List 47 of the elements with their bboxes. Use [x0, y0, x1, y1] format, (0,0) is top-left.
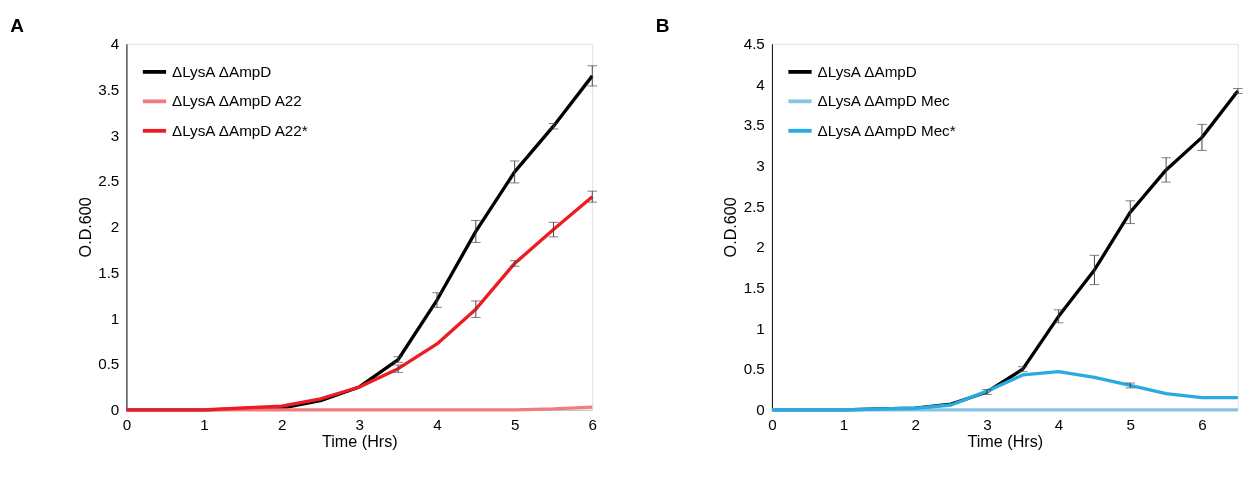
- x-axis-title: Time (Hrs): [967, 432, 1044, 451]
- chart-title: A: [10, 15, 25, 37]
- legend-label: ΔLysA ΔAmpD: [172, 62, 272, 80]
- y-axis-title: O.D.600: [75, 197, 94, 258]
- y-tick-label: 4: [110, 35, 120, 53]
- legend-label: ΔLysA ΔAmpD A22: [172, 92, 302, 110]
- x-tick-label: 3: [355, 416, 365, 434]
- y-tick-label: 2: [756, 238, 765, 256]
- chart-title: B: [655, 15, 670, 37]
- legend-label: ΔLysA ΔAmpD Mec: [817, 92, 951, 110]
- y-tick-label: 2.5: [743, 197, 765, 215]
- x-tick-label: 2: [277, 416, 287, 434]
- y-tick-label: 2: [110, 218, 120, 236]
- x-tick-label: 1: [200, 416, 209, 434]
- x-tick-label: 1: [839, 416, 849, 434]
- y-tick-label: 0: [756, 401, 765, 419]
- x-tick-label: 4: [1054, 416, 1064, 434]
- line-series: [770, 369, 1240, 412]
- y-axis-title: O.D.600: [721, 197, 740, 258]
- y-tick-label: 3.5: [98, 80, 120, 98]
- y-tick-label: 3: [110, 126, 120, 144]
- y-tick-label: 3: [756, 157, 765, 175]
- x-tick-label: 3: [983, 416, 992, 434]
- y-tick-label: 1: [756, 319, 765, 337]
- x-tick-label: 0: [122, 416, 132, 434]
- x-tick-label: 5: [510, 416, 520, 434]
- y-tick-label: 1.5: [743, 279, 765, 297]
- x-tick-label: 4: [433, 416, 443, 434]
- x-tick-label: 5: [1126, 416, 1135, 434]
- y-tick-label: 1.5: [98, 263, 120, 281]
- x-tick-label: 6: [588, 416, 597, 434]
- x-axis-title: Time (Hrs): [321, 432, 398, 451]
- legend-label: ΔLysA ΔAmpD: [817, 62, 917, 80]
- x-tick-label: 0: [768, 416, 777, 434]
- y-tick-label: 4: [756, 75, 766, 93]
- line-series: [124, 194, 594, 412]
- legend-label: ΔLysA ΔAmpD Mec*: [817, 121, 956, 139]
- y-tick-label: 0.5: [743, 360, 765, 378]
- x-tick-label: 6: [1198, 416, 1207, 434]
- y-tick-label: 2.5: [98, 172, 120, 190]
- y-tick-label: 4.5: [743, 35, 765, 53]
- y-tick-label: 0: [110, 401, 120, 419]
- y-tick-label: 0.5: [98, 355, 120, 373]
- legend-label: ΔLysA ΔAmpD A22*: [172, 121, 308, 139]
- x-tick-label: 2: [911, 416, 920, 434]
- y-tick-label: 1: [110, 309, 120, 327]
- y-tick-label: 3.5: [743, 116, 765, 134]
